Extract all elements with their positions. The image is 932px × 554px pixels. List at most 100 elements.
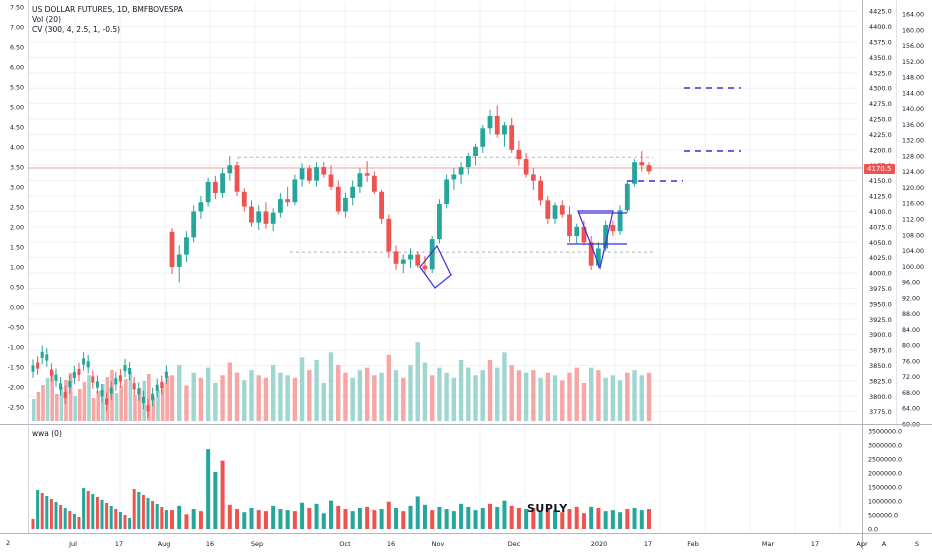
- price-tick-label: 3875.0: [869, 347, 892, 355]
- wwa-bar: [437, 506, 442, 529]
- cv-tick-label: 1.50: [10, 245, 24, 252]
- wwa-bar: [524, 509, 529, 529]
- volume-bar-early: [114, 393, 119, 421]
- cv-tick-label: 0.00: [10, 305, 24, 312]
- cv-candle-body: [54, 374, 58, 381]
- candle-body: [176, 254, 182, 267]
- price-tick-label: 4375.0: [869, 39, 892, 47]
- candle-body: [552, 205, 558, 219]
- volume-bar: [328, 352, 334, 421]
- volume-bar-early: [50, 371, 54, 421]
- candle-body: [559, 205, 565, 215]
- wwa-bar-early: [141, 495, 145, 529]
- legend-cv: CV (300, 4, 2.5, 1, -0.5): [32, 25, 121, 34]
- volume-bar: [307, 370, 312, 421]
- volume-bar: [466, 367, 471, 421]
- last-price-tag: 4170.5: [864, 164, 895, 174]
- wwa-bar: [545, 509, 550, 529]
- price-tick-label: 4275.0: [869, 100, 892, 108]
- volume-tick-label: 88.00: [902, 311, 920, 318]
- volume-bar-early: [73, 396, 77, 421]
- wwa-bar: [422, 504, 427, 529]
- wwa-bar: [488, 503, 492, 529]
- candle-body: [350, 186, 356, 198]
- volume-bar-early: [59, 387, 64, 421]
- cv-candle-body: [137, 388, 141, 395]
- volume-tick-label: 68.00: [902, 390, 920, 397]
- price-tick-label: 4300.0: [869, 85, 892, 93]
- wwa-bar-early: [91, 494, 95, 529]
- cv-tick-label: 2.50: [10, 205, 24, 212]
- volume-bar: [321, 382, 326, 421]
- candle-body: [343, 197, 348, 212]
- candle-body: [306, 168, 312, 181]
- time-tick-label: Jul: [68, 540, 77, 548]
- wwa-bar-early: [54, 502, 58, 529]
- price-tick-label: 3975.0: [869, 285, 892, 293]
- wwa-bar-early: [123, 515, 127, 529]
- candle-body: [299, 168, 305, 180]
- cv-tick-label: 1.00: [10, 265, 24, 272]
- cv-candle-body: [45, 354, 49, 361]
- wwa-bar: [502, 500, 507, 529]
- wwa-bar: [618, 512, 623, 529]
- volume-bar: [249, 370, 254, 421]
- candle-body: [169, 231, 175, 267]
- candle-body: [538, 180, 543, 201]
- cv-candle-body: [36, 362, 40, 369]
- time-tick-label: 17: [811, 540, 819, 548]
- cv-tick-label: -2.00: [8, 385, 24, 392]
- candle-body: [473, 146, 478, 157]
- volume-tick-label: 116.00: [902, 201, 924, 208]
- candle-body: [292, 179, 298, 203]
- candle-body: [335, 186, 341, 212]
- volume-bar-early: [36, 392, 41, 421]
- wwa-bar: [227, 504, 232, 529]
- volume-bar: [581, 382, 587, 421]
- volume-bar: [278, 372, 283, 421]
- wwa-bar: [206, 449, 211, 529]
- candle-body: [205, 181, 211, 203]
- diamond-pattern: [419, 244, 452, 289]
- wwa-bar: [567, 509, 572, 529]
- lower-tick-label: 1500000.0: [868, 485, 902, 492]
- volume-bar: [444, 372, 449, 421]
- wwa-bar: [365, 506, 370, 529]
- candle-body: [588, 242, 594, 266]
- candle-body: [278, 199, 283, 213]
- volume-bar-early: [147, 374, 151, 421]
- candle-body: [632, 162, 637, 184]
- volume-bar: [401, 377, 406, 421]
- price-tick-label: 4425.0: [869, 8, 892, 16]
- price-tick-label: 3825.0: [869, 377, 892, 385]
- wwa-bar-early: [118, 512, 122, 529]
- candle-body: [624, 183, 630, 211]
- candle-body: [357, 173, 363, 187]
- cv-tick-label: 7.00: [10, 25, 24, 32]
- time-tick-label: 17: [644, 540, 652, 548]
- candle-body: [256, 211, 262, 223]
- wwa-bar: [386, 501, 391, 529]
- volume-bar: [357, 370, 363, 421]
- wwa-bar: [170, 510, 174, 529]
- cv-candle-body: [82, 358, 86, 365]
- volume-bar: [596, 370, 601, 421]
- candle-body: [494, 115, 500, 135]
- time-tick-label: Oct: [339, 540, 351, 548]
- wwa-bar: [632, 508, 637, 529]
- candle-body: [603, 225, 609, 249]
- volume-bar: [588, 367, 594, 421]
- volume-tick-label: 120.00: [902, 185, 924, 192]
- wwa-bar: [249, 508, 254, 529]
- cv-candle-body: [123, 365, 127, 372]
- volume-bar: [567, 372, 572, 421]
- volume-bar: [625, 372, 630, 421]
- volume-tick-label: 160.00: [902, 27, 924, 34]
- volume-bar-early: [82, 382, 87, 421]
- time-tick-label: Feb: [687, 540, 699, 548]
- wwa-bar: [336, 505, 341, 529]
- wwa-bar: [285, 510, 290, 529]
- wwa-bar-early: [146, 498, 150, 529]
